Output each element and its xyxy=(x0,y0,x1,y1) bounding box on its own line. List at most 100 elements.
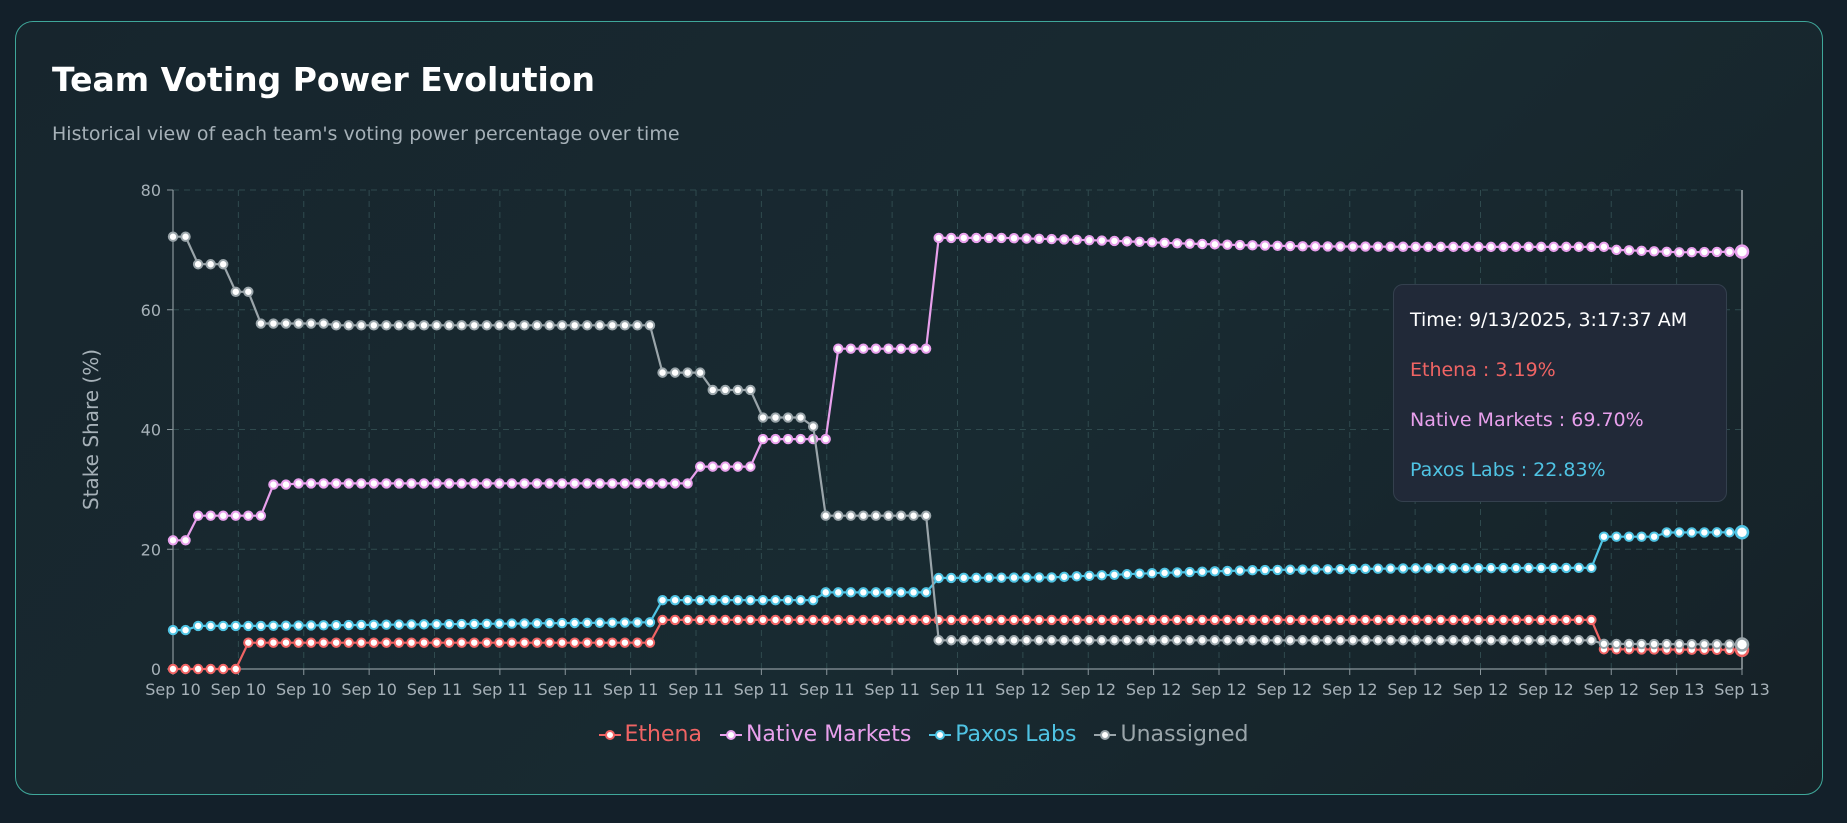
data-point-paxos-labs xyxy=(1385,563,1396,574)
x-tick-label: Sep 12 xyxy=(1060,680,1116,699)
data-point-paxos-labs xyxy=(1636,531,1647,542)
data-point-unassigned xyxy=(481,320,492,331)
data-point-native-markets xyxy=(1397,241,1409,252)
data-point-unassigned xyxy=(958,635,969,646)
data-point-ethena xyxy=(1385,614,1396,626)
data-point-ethena xyxy=(481,637,492,648)
data-point-native-markets xyxy=(243,510,254,521)
data-point-native-markets xyxy=(1096,235,1108,246)
data-point-native-markets xyxy=(318,478,329,489)
data-point-paxos-labs xyxy=(870,587,882,598)
data-point-ethena xyxy=(356,637,367,648)
data-point-unassigned xyxy=(694,367,706,378)
data-point-unassigned xyxy=(1096,635,1108,646)
data-point-native-markets xyxy=(607,478,618,489)
data-point-paxos-labs xyxy=(920,587,932,598)
legend-item-ethena[interactable]: Ethena xyxy=(598,722,702,747)
data-point-ethena xyxy=(506,637,518,648)
data-point-unassigned xyxy=(669,367,681,378)
data-point-paxos-labs xyxy=(707,594,718,606)
data-point-native-markets xyxy=(1611,244,1622,256)
x-tick-label: Sep 13 xyxy=(1714,680,1770,699)
data-point-ethena xyxy=(920,614,932,626)
data-point-unassigned xyxy=(318,318,329,329)
data-point-ethena xyxy=(1159,614,1170,626)
y-axis-label: Stake Share (%) xyxy=(79,349,103,510)
data-point-native-markets xyxy=(669,478,681,489)
data-point-unassigned xyxy=(1021,635,1032,646)
x-tick-label: Sep 12 xyxy=(1322,680,1378,699)
data-point-unassigned xyxy=(556,320,568,331)
data-point-native-markets xyxy=(180,535,191,546)
data-point-unassigned xyxy=(368,320,380,331)
data-point-ethena xyxy=(494,637,505,648)
data-point-native-markets xyxy=(920,343,932,354)
data-point-unassigned xyxy=(1033,635,1045,646)
data-point-unassigned xyxy=(1234,635,1246,646)
data-point-native-markets xyxy=(594,478,605,489)
data-point-paxos-labs xyxy=(268,620,279,631)
legend-item-native-markets[interactable]: Native Markets xyxy=(719,722,911,747)
data-point-ethena xyxy=(1485,614,1497,626)
data-point-paxos-labs xyxy=(1234,565,1246,576)
data-point-paxos-labs xyxy=(1711,527,1723,538)
data-point-unassigned xyxy=(343,320,354,331)
data-point-ethena xyxy=(1234,614,1246,626)
legend-item-unassigned[interactable]: Unassigned xyxy=(1094,722,1248,747)
data-point-paxos-labs xyxy=(205,620,216,632)
data-point-paxos-labs xyxy=(1247,565,1258,576)
data-point-native-markets xyxy=(167,535,179,546)
data-point-unassigned xyxy=(858,510,869,521)
data-point-paxos-labs xyxy=(908,587,919,598)
data-point-native-markets xyxy=(519,478,530,489)
data-point-unassigned xyxy=(607,320,618,331)
data-point-unassigned xyxy=(1184,635,1195,646)
data-point-unassigned xyxy=(1611,638,1622,650)
data-point-unassigned xyxy=(1121,635,1133,646)
data-point-ethena xyxy=(1209,614,1221,626)
data-point-unassigned xyxy=(1623,638,1635,650)
x-tick-label: Sep 12 xyxy=(1518,680,1574,699)
data-point-unassigned xyxy=(243,286,254,297)
data-point-paxos-labs xyxy=(1674,527,1685,538)
data-point-native-markets xyxy=(230,510,241,521)
legend-item-paxos-labs[interactable]: Paxos Labs xyxy=(929,722,1076,747)
data-point-ethena xyxy=(519,637,530,648)
data-point-paxos-labs xyxy=(481,618,492,630)
data-point-ethena xyxy=(707,614,718,626)
data-point-paxos-labs xyxy=(1423,563,1434,574)
tooltip-row-native-markets: Native Markets : 69.70% xyxy=(1410,409,1644,431)
data-point-paxos-labs xyxy=(694,594,706,606)
data-point-unassigned xyxy=(1423,635,1434,646)
data-point-unassigned xyxy=(180,231,191,242)
data-point-ethena xyxy=(833,614,844,626)
data-point-native-markets xyxy=(908,343,919,354)
data-point-unassigned xyxy=(494,320,505,331)
data-point-unassigned xyxy=(1372,635,1384,646)
data-point-unassigned xyxy=(657,367,668,378)
data-point-unassigned xyxy=(732,384,744,396)
data-point-native-markets xyxy=(707,461,718,472)
data-point-native-markets xyxy=(1372,241,1384,252)
data-point-unassigned xyxy=(1222,635,1233,646)
data-point-ethena xyxy=(669,614,681,626)
legend-swatch-icon xyxy=(719,728,742,742)
data-point-paxos-labs xyxy=(1096,570,1108,581)
data-point-unassigned xyxy=(883,510,894,521)
data-point-native-markets xyxy=(644,478,656,489)
data-point-native-markets xyxy=(268,479,279,490)
data-point-native-markets xyxy=(1234,239,1246,251)
data-point-native-markets xyxy=(494,478,505,489)
data-point-ethena xyxy=(1197,614,1208,626)
data-point-paxos-labs xyxy=(1510,562,1522,574)
data-point-ethena xyxy=(305,637,317,648)
data-point-native-markets xyxy=(795,433,806,445)
data-point-ethena xyxy=(531,637,543,648)
data-point-native-markets xyxy=(1661,246,1672,257)
data-point-paxos-labs xyxy=(431,619,442,630)
data-point-ethena xyxy=(1347,614,1359,626)
data-point-unassigned xyxy=(192,259,204,270)
data-point-native-markets xyxy=(1335,241,1346,252)
x-tick-label: Sep 10 xyxy=(211,680,267,699)
